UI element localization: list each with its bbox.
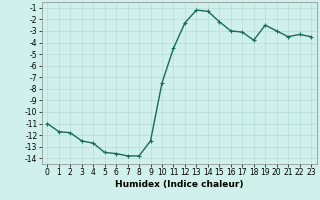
X-axis label: Humidex (Indice chaleur): Humidex (Indice chaleur): [115, 180, 244, 189]
